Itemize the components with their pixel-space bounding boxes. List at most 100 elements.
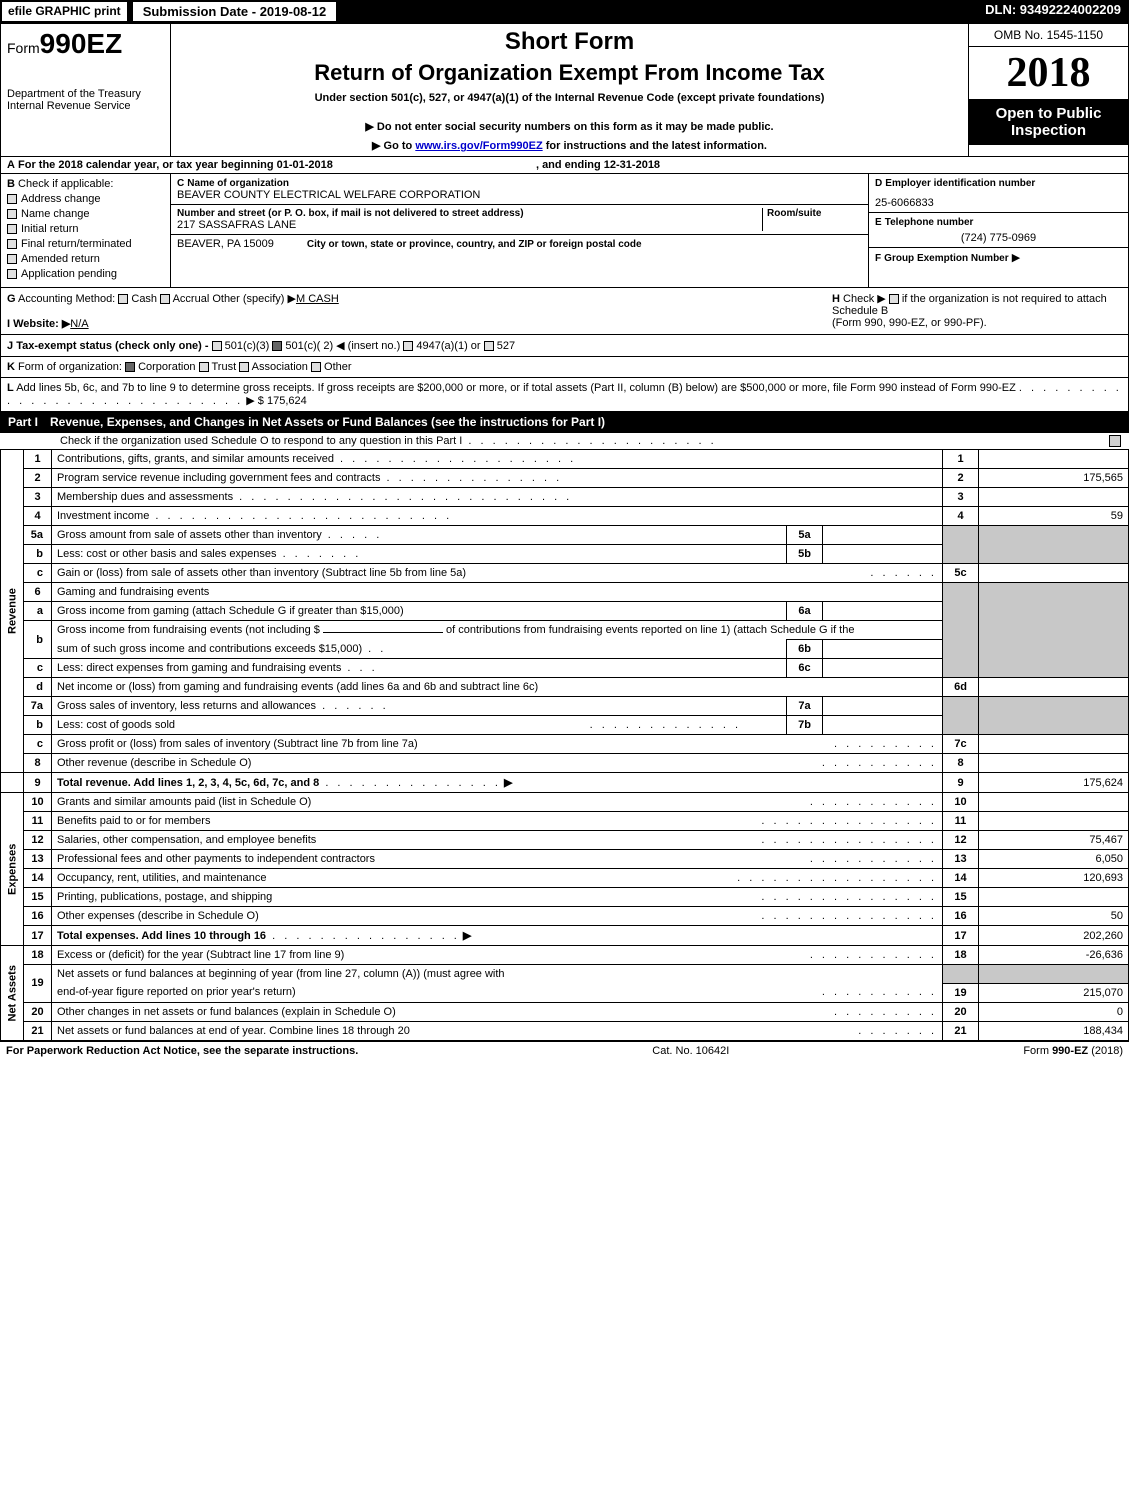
line19-num: 19 [24,965,52,1003]
goto-prefix: ▶ Go to [372,140,415,152]
line6d-rn: 6d [943,678,979,697]
form-num-big: 990EZ [40,28,123,59]
check-amended-return[interactable]: Amended return [7,253,164,265]
form-header: Form990EZ Department of the Treasury Int… [0,23,1129,157]
line5a-mv [823,526,943,545]
goto-line: ▶ Go to www.irs.gov/Form990EZ for instru… [181,139,958,152]
line7b-mn: 7b [787,716,823,735]
other-value: M CASH [296,293,339,305]
addr-label: Number and street (or P. O. box, if mail… [177,208,762,219]
line2-num: 2 [24,469,52,488]
line6b-mv [823,640,943,659]
form-number: Form990EZ [7,28,164,60]
shade-19v [979,965,1129,984]
check-label: Amended return [21,253,100,265]
line-g-h: G Accounting Method: Cash Accrual Other … [0,288,1129,335]
line4-rn: 4 [943,507,979,526]
j-opt3-checkbox[interactable] [403,341,413,351]
line3-rv [979,488,1129,507]
line1-rv [979,450,1129,469]
line11-desc: Benefits paid to or for members [57,815,210,827]
shade-6v [979,583,1129,678]
check-label: Name change [21,208,90,220]
j-opt2-checkbox[interactable] [272,341,282,351]
line16-desc: Other expenses (describe in Schedule O) [57,910,259,922]
line8-rv [979,754,1129,773]
ein-value: 25-6066833 [875,197,1122,209]
line7c-rv [979,735,1129,754]
line9-rv: 175,624 [979,773,1129,793]
line6c-mv [823,659,943,678]
i-text: Website: ▶ [13,318,70,330]
short-form-title: Short Form [181,28,958,56]
check-address-change[interactable]: Address change [7,193,164,205]
shade-5 [943,526,979,564]
g-label: G [7,293,16,305]
j-opt1-checkbox[interactable] [212,341,222,351]
line6c-mn: 6c [787,659,823,678]
k-assoc-checkbox[interactable] [239,362,249,372]
check-label: Initial return [21,223,78,235]
footer: For Paperwork Reduction Act Notice, see … [0,1041,1129,1060]
check-initial-return[interactable]: Initial return [7,223,164,235]
line18-num: 18 [24,946,52,965]
h-checkbox[interactable] [889,294,899,304]
efile-print-button[interactable]: efile GRAPHIC print [0,0,129,23]
part1-check-text: Check if the organization used Schedule … [60,435,462,447]
accrual-checkbox[interactable] [160,294,170,304]
k-trust: Trust [211,361,236,373]
line6-num: 6 [24,583,52,602]
j-opt4-checkbox[interactable] [484,341,494,351]
line7a-mn: 7a [787,697,823,716]
line7b-mv [823,716,943,735]
line2-rn: 2 [943,469,979,488]
line12-num: 12 [24,831,52,850]
line7b-num: b [24,716,52,735]
line1-num: 1 [24,450,52,469]
line2-desc: Program service revenue including govern… [57,472,380,484]
line-l: L Add lines 5b, 6c, and 7b to line 9 to … [0,378,1129,412]
line8-rn: 8 [943,754,979,773]
line5b-desc: Less: cost or other basis and sales expe… [57,548,277,560]
line15-desc: Printing, publications, postage, and shi… [57,891,272,903]
check-name-change[interactable]: Name change [7,208,164,220]
org-name: BEAVER COUNTY ELECTRICAL WELFARE CORPORA… [177,189,862,201]
part1-label: Part I [8,415,38,429]
line7c-num: c [24,735,52,754]
line7a-mv [823,697,943,716]
part1-checkbox[interactable] [1109,435,1121,447]
line14-rn: 14 [943,869,979,888]
j-opt1: 501(c)(3) [225,340,270,352]
k-other-checkbox[interactable] [311,362,321,372]
line3-rn: 3 [943,488,979,507]
line21-num: 21 [24,1021,52,1040]
check-final-return[interactable]: Final return/terminated [7,238,164,250]
line5b-num: b [24,545,52,564]
section-b: B Check if applicable: Address change Na… [1,174,171,287]
k-corp-checkbox[interactable] [125,362,135,372]
line3-desc: Membership dues and assessments [57,491,233,503]
check-application-pending[interactable]: Application pending [7,268,164,280]
open-to-public: Open to Public Inspection [969,99,1128,145]
footer-left: For Paperwork Reduction Act Notice, see … [6,1045,358,1057]
tax-year: 2018 [969,47,1128,99]
line16-rn: 16 [943,907,979,926]
line6b-desc3: sum of such gross income and contributio… [57,643,362,655]
line19-rv: 215,070 [979,983,1129,1002]
line1-rn: 1 [943,450,979,469]
line19-desc1: Net assets or fund balances at beginning… [52,965,943,984]
omb-number: OMB No. 1545-1150 [969,24,1128,47]
other-label: Other (specify) ▶ [212,293,296,305]
k-trust-checkbox[interactable] [199,362,209,372]
k-assoc: Association [252,361,308,373]
irs-link[interactable]: www.irs.gov/Form990EZ [415,140,542,152]
l-text: Add lines 5b, 6c, and 7b to line 9 to de… [16,382,1016,394]
cash-checkbox[interactable] [118,294,128,304]
line14-rv: 120,693 [979,869,1129,888]
line6c-desc: Less: direct expenses from gaming and fu… [57,662,341,674]
line17-rn: 17 [943,926,979,946]
section-c: C Name of organization BEAVER COUNTY ELE… [171,174,868,287]
goto-suffix: for instructions and the latest informat… [543,140,767,152]
ein-label: Employer identification number [885,178,1035,189]
part1-check: Check if the organization used Schedule … [0,432,1129,449]
